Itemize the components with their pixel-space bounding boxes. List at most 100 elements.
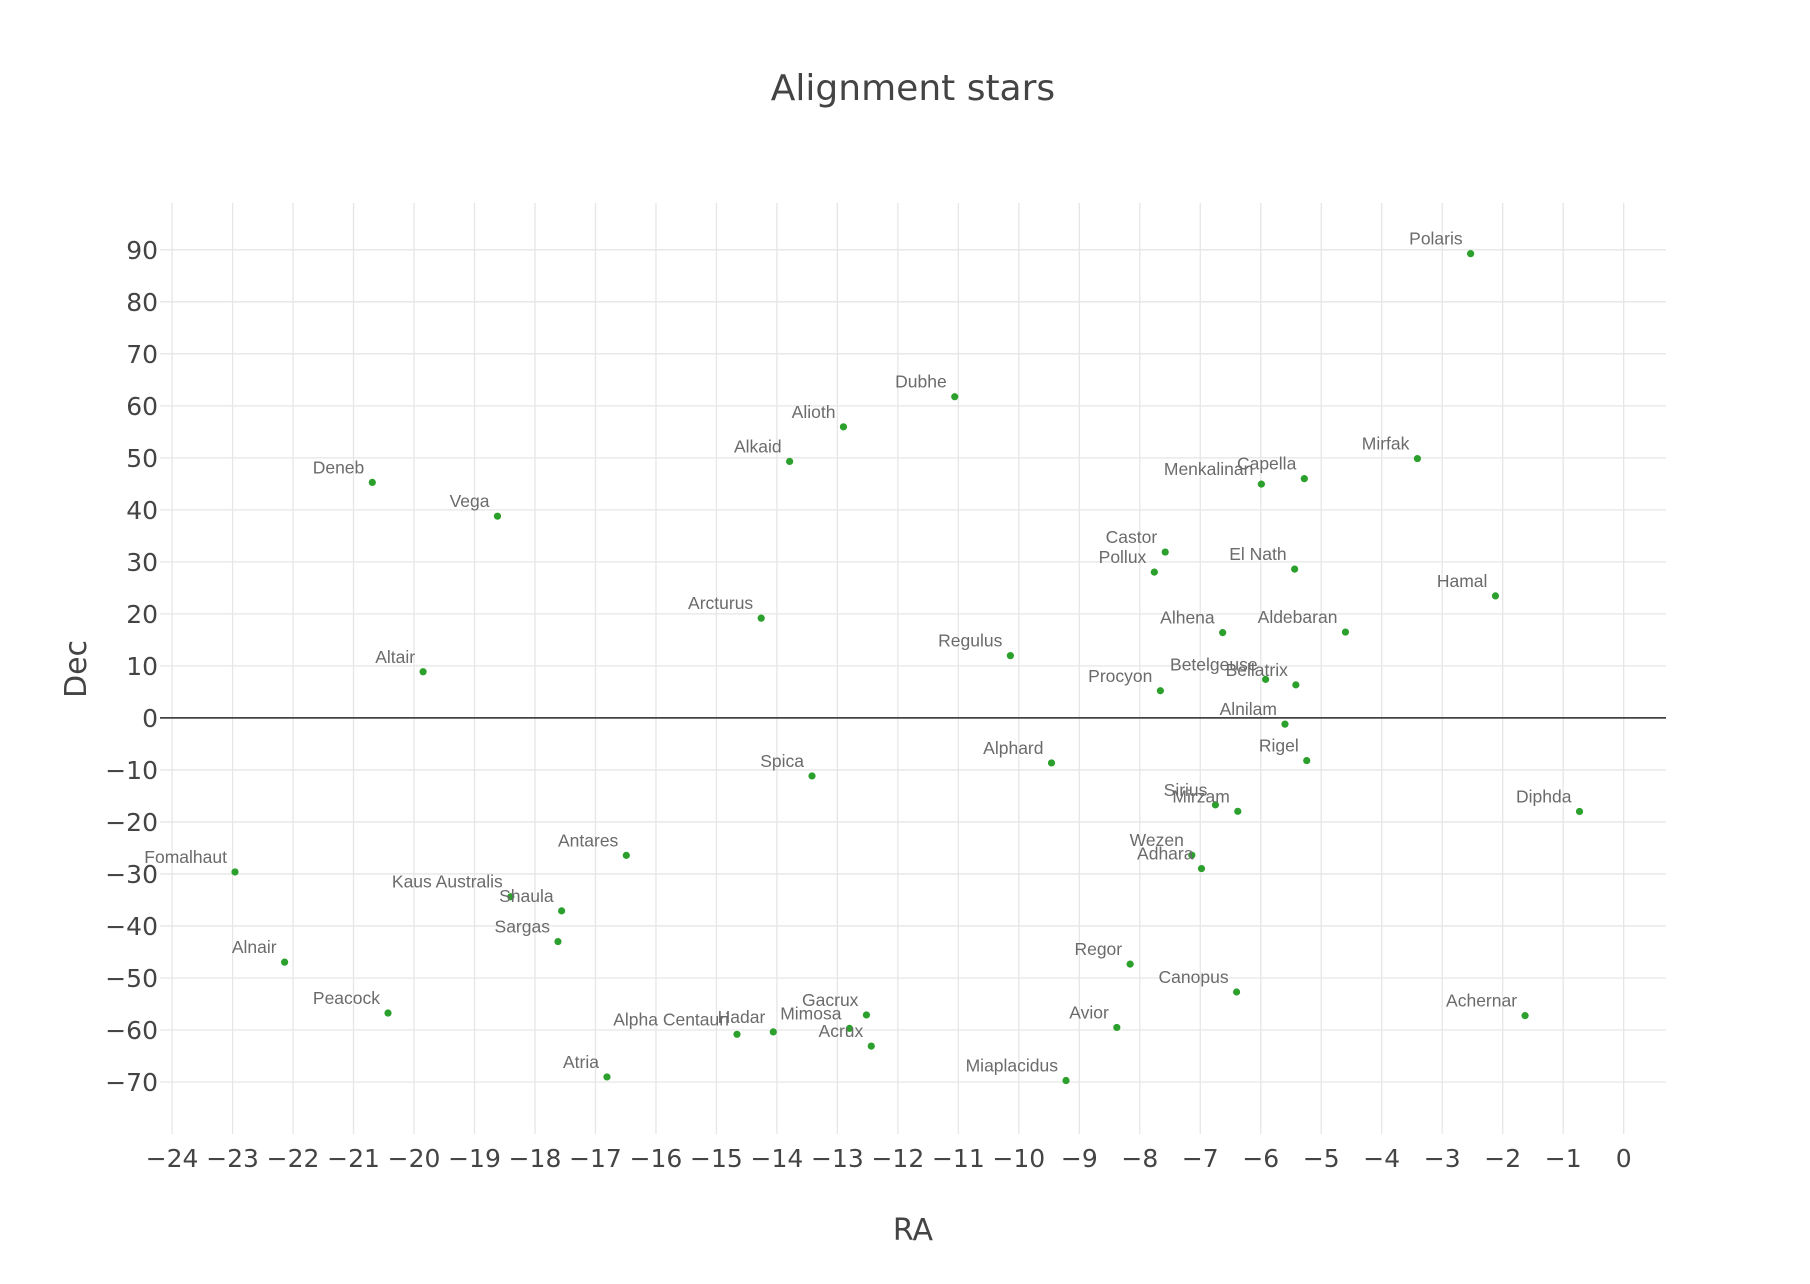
point-label: Mirzam [1172, 786, 1229, 806]
data-point [1188, 851, 1196, 859]
data-point [1300, 475, 1308, 483]
point-label: Sirius [1164, 780, 1208, 800]
x-tick-label: −23 [206, 1144, 259, 1173]
point-label: Procyon [1088, 666, 1152, 686]
y-tick-label: −40 [105, 912, 158, 941]
x-tick-label: −19 [448, 1144, 501, 1173]
chart-title: Alignment stars [771, 68, 1055, 109]
point-label: Aldebaran [1258, 607, 1338, 627]
x-tick-label: −24 [146, 1144, 199, 1173]
x-tick-label: −18 [509, 1144, 562, 1173]
x-tick-label: −7 [1182, 1144, 1219, 1173]
x-axis-title: RA [893, 1213, 934, 1248]
x-tick-label: −16 [630, 1144, 683, 1173]
x-tick-label: −14 [751, 1144, 804, 1173]
point-label: Fomalhaut [144, 847, 227, 867]
point-label: Hadar [718, 1007, 766, 1027]
point-label: Avior [1069, 1002, 1109, 1022]
data-point [1303, 756, 1311, 765]
data-point [1575, 807, 1584, 816]
x-tick-label: −21 [327, 1144, 380, 1173]
y-tick-label: −50 [105, 964, 158, 993]
data-point [867, 1042, 875, 1050]
data-point [1156, 687, 1164, 695]
data-point [554, 937, 562, 946]
point-label: Sargas [495, 917, 551, 937]
y-tick-label: −20 [105, 808, 158, 837]
data-point [786, 457, 794, 466]
data-point [1291, 565, 1299, 573]
y-tick-label: 50 [126, 444, 158, 473]
point-label: Menkalinan [1164, 459, 1254, 479]
point-label: Dubhe [895, 372, 947, 392]
y-tick-label: 70 [126, 340, 158, 369]
point-label: El Nath [1229, 544, 1286, 564]
point-label: Arcturus [688, 593, 753, 613]
x-tick-label: −13 [811, 1144, 864, 1173]
data-point [384, 1009, 392, 1017]
y-tick-label: −60 [105, 1016, 158, 1045]
data-point [1197, 864, 1206, 873]
data-point [507, 893, 515, 901]
point-label: Acrux [819, 1021, 864, 1041]
data-point [1047, 759, 1056, 767]
y-tick-label: 40 [126, 496, 158, 525]
x-tick-label: 0 [1616, 1144, 1632, 1173]
point-label: Spica [760, 751, 804, 771]
point-label: Atria [563, 1052, 599, 1072]
y-tick-label: 60 [126, 392, 158, 421]
data-point [1467, 250, 1475, 258]
data-point [603, 1073, 611, 1081]
data-point [808, 772, 816, 780]
point-label: Regor [1074, 939, 1122, 959]
data-point [231, 868, 239, 876]
y-tick-label: −30 [105, 860, 158, 889]
data-point [1006, 652, 1014, 660]
point-label: Altair [375, 647, 415, 667]
data-point [1150, 568, 1158, 576]
point-label: Pollux [1099, 547, 1147, 567]
x-tick-label: −5 [1303, 1144, 1340, 1173]
x-tick-label: −1 [1545, 1144, 1582, 1173]
x-tick-label: −8 [1121, 1144, 1158, 1173]
data-point [862, 1011, 871, 1019]
data-point [1281, 720, 1289, 728]
point-labels: Polaris Dubhe Alioth Alkaid Mirfak CapellaMen… [144, 229, 1571, 1076]
y-tick-label: −70 [105, 1068, 158, 1097]
point-label: Capella [1237, 454, 1297, 474]
point-label: Miaplacidus [966, 1056, 1059, 1076]
point-label: Alhena [1160, 608, 1215, 628]
data-point [839, 423, 848, 431]
x-tick-label: −20 [388, 1144, 441, 1173]
data-point [769, 1028, 777, 1036]
point-label: Shaula [499, 886, 554, 906]
y-tick-label: 80 [126, 288, 158, 317]
data-point [1257, 480, 1265, 488]
point-label: Polaris [1409, 229, 1463, 249]
point-label: Antares [558, 830, 619, 850]
data-point [951, 393, 959, 401]
point-label: Alphard [983, 738, 1043, 758]
point-label: Achernar [1446, 991, 1517, 1011]
x-tick-label: −11 [932, 1144, 985, 1173]
point-label: Kaus Australis [392, 872, 503, 892]
x-tick-label: −22 [267, 1144, 320, 1173]
point-label: Diphda [1516, 786, 1572, 806]
point-label: Vega [450, 491, 490, 511]
x-tick-label: −3 [1424, 1144, 1461, 1173]
point-label: Bellatrix [1226, 660, 1288, 680]
data-point [845, 1024, 854, 1032]
point-label: Alioth [792, 402, 836, 422]
point-label: Alnilam [1220, 699, 1277, 719]
y-tick-label: −10 [105, 756, 158, 785]
y-tick-label: 10 [126, 652, 158, 681]
y-tick-label: 20 [126, 600, 158, 629]
data-point [280, 958, 289, 966]
point-label: Mimosa [780, 1003, 842, 1023]
point-label: Gacrux [802, 990, 859, 1010]
data-point [1234, 807, 1242, 815]
data-point [1491, 592, 1500, 600]
data-point [1413, 454, 1422, 463]
y-tick-label: 0 [142, 704, 158, 733]
